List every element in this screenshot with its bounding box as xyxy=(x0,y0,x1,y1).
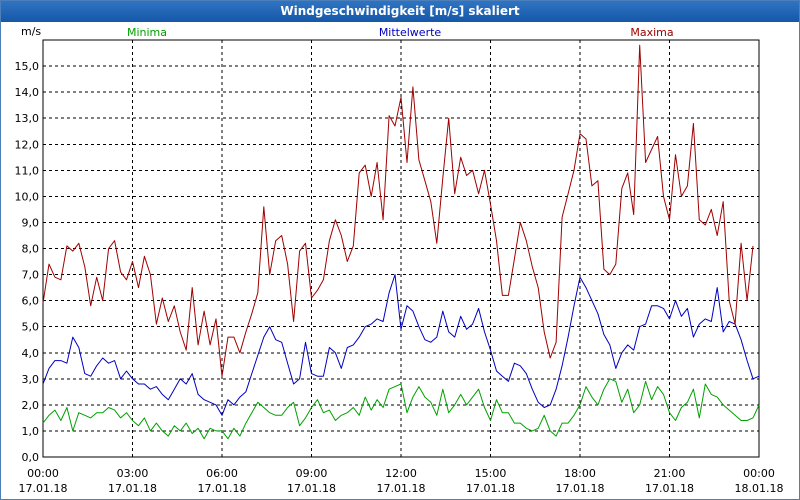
series-line-minima xyxy=(42,378,760,440)
y-tick-label: 1,0 xyxy=(22,425,40,438)
y-tick-label: 2,0 xyxy=(22,399,40,412)
y-tick-label: 9,0 xyxy=(22,216,40,229)
x-tick-time: 21:00 xyxy=(654,467,686,480)
y-tick-label: 4,0 xyxy=(22,347,40,360)
series-line-maxima xyxy=(42,44,754,377)
x-tick-date: 18.01.18 xyxy=(735,482,784,495)
y-tick-label: 8,0 xyxy=(22,243,40,256)
y-tick-label: 10,0 xyxy=(15,190,40,203)
legend-mittelwerte: Mittelwerte xyxy=(379,26,442,39)
y-tick-label: 13,0 xyxy=(15,112,40,125)
y-tick-label: 6,0 xyxy=(22,295,40,308)
y-axis-label: m/s xyxy=(21,25,41,38)
x-tick-time: 09:00 xyxy=(296,467,328,480)
y-tick-label: 3,0 xyxy=(22,373,40,386)
y-tick-label: 7,0 xyxy=(22,269,40,282)
x-tick-date: 17.01.18 xyxy=(556,482,605,495)
x-tick-time: 00:00 xyxy=(743,467,775,480)
legend-maxima: Maxima xyxy=(630,26,673,39)
x-tick-date: 17.01.18 xyxy=(466,482,515,495)
y-tick-label: 11,0 xyxy=(15,164,40,177)
wind-speed-chart: 0,0 1,0 2,0 3,0 4,0 5,0 6,0 7,0 8,0 9,0 10,0 11,0 12… xyxy=(15,25,784,495)
chart-title: Windgeschwindigkeit [m/s] skaliert xyxy=(1,1,799,22)
x-tick-time: 06:00 xyxy=(206,467,238,480)
y-tick-label: 5,0 xyxy=(22,321,40,334)
y-tick-label: 12,0 xyxy=(15,138,40,151)
y-tick-label: 14,0 xyxy=(15,86,40,99)
x-tick-time: 03:00 xyxy=(117,467,149,480)
x-tick-date: 17.01.18 xyxy=(377,482,426,495)
x-tick-time: 00:00 xyxy=(27,467,59,480)
x-tick-date: 17.01.18 xyxy=(19,482,68,495)
legend-minima: Minima xyxy=(127,26,167,39)
x-tick-time: 18:00 xyxy=(564,467,596,480)
x-tick-date: 17.01.18 xyxy=(108,482,157,495)
plot-frame xyxy=(42,39,760,458)
x-tick-time: 15:00 xyxy=(475,467,507,480)
series-line-mittelwerte xyxy=(42,274,760,416)
x-tick-date: 17.01.18 xyxy=(645,482,694,495)
y-tick-label: 0,0 xyxy=(22,451,40,464)
y-tick-label: 15,0 xyxy=(15,60,40,73)
x-tick-date: 17.01.18 xyxy=(198,482,247,495)
x-tick-date: 17.01.18 xyxy=(287,482,336,495)
x-tick-time: 12:00 xyxy=(385,467,417,480)
